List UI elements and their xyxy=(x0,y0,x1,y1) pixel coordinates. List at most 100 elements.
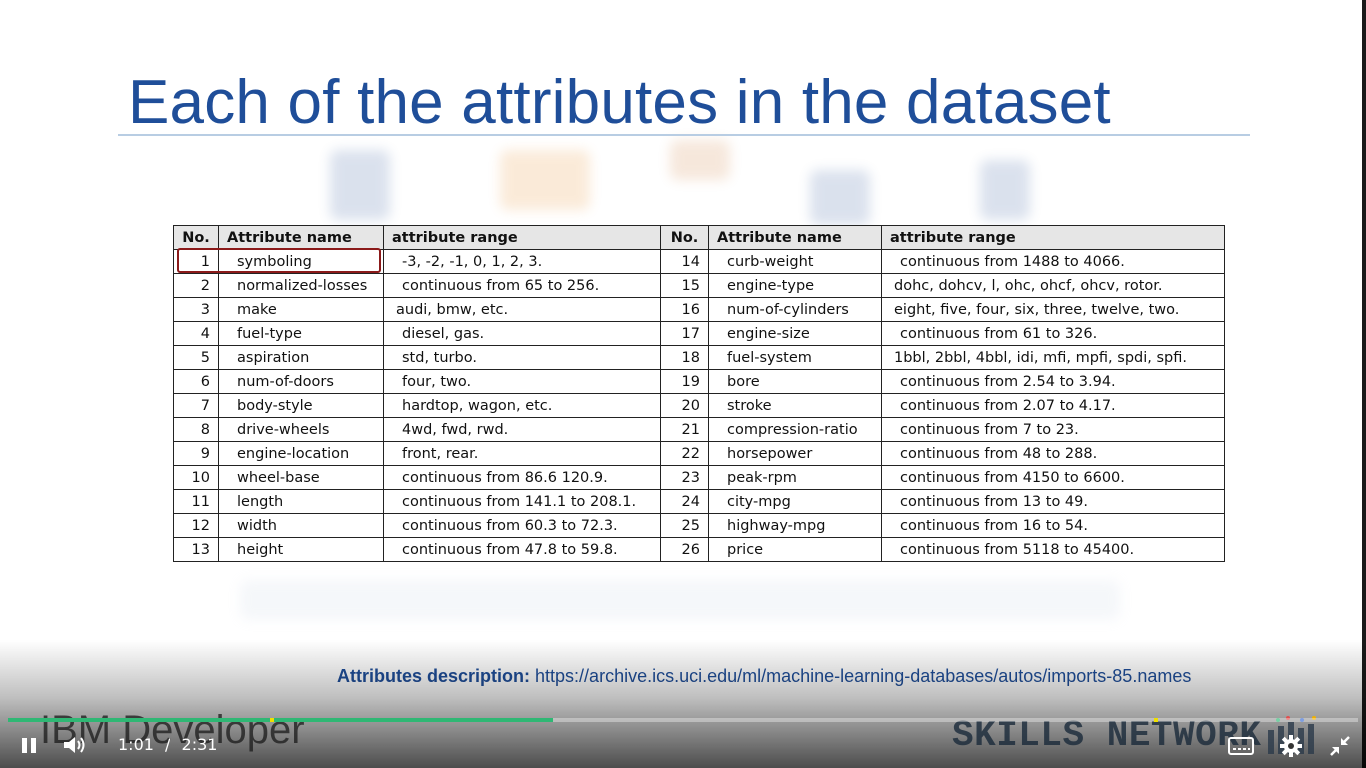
background-ghost xyxy=(670,140,730,180)
attribute-name: height xyxy=(218,537,384,562)
attribute-name: body-style xyxy=(218,393,384,418)
row-number: 2 xyxy=(173,273,219,298)
attribute-range: continuous from 86.6 120.9. xyxy=(383,465,661,490)
row-number: 4 xyxy=(173,321,219,346)
attribute-range: -3, -2, -1, 0, 1, 2, 3. xyxy=(383,249,661,274)
table-row: 2 normalized-losses continuous from 65 to … xyxy=(173,273,1225,298)
attribute-range: continuous from 47.8 to 59.8. xyxy=(383,537,661,562)
attributes-table: No. Attribute name attribute range No. A… xyxy=(173,225,1225,562)
column-header-attribute-range: attribute range xyxy=(383,225,661,250)
table-row: 6 num-of-doors four, two. 19 bore continuous … xyxy=(173,369,1225,394)
attribute-name: bore xyxy=(708,369,882,394)
attribute-name: num-of-cylinders xyxy=(708,297,882,322)
volume-icon xyxy=(64,737,85,753)
row-number: 22 xyxy=(660,441,709,466)
settings-button[interactable] xyxy=(1279,734,1303,758)
table-row: 12 width continuous from 60.3 to 72.3. 25 hi… xyxy=(173,513,1225,538)
attribute-name: aspiration xyxy=(218,345,384,370)
attribute-range: audi, bmw, etc. xyxy=(383,297,661,322)
attribute-name: length xyxy=(218,489,384,514)
column-header-no: No. xyxy=(660,225,709,250)
attribute-name: wheel-base xyxy=(218,465,384,490)
attribute-range: 4wd, fwd, rwd. xyxy=(383,417,661,442)
attribute-range: continuous from 60.3 to 72.3. xyxy=(383,513,661,538)
row-number: 19 xyxy=(660,369,709,394)
attribute-range: front, rear. xyxy=(383,441,661,466)
attribute-name: width xyxy=(218,513,384,538)
attribute-range: 1bbl, 2bbl, 4bbl, idi, mfi, mpfi, spdi, … xyxy=(881,345,1225,370)
pause-icon xyxy=(22,738,36,753)
table-row: 10 wheel-base continuous from 86.6 120.9. 2… xyxy=(173,465,1225,490)
attribute-range: continuous from 4150 to 6600. xyxy=(881,465,1225,490)
attribute-range: hardtop, wagon, etc. xyxy=(383,393,661,418)
row-number: 25 xyxy=(660,513,709,538)
row-number: 11 xyxy=(173,489,219,514)
attribute-range: continuous from 141.1 to 208.1. xyxy=(383,489,661,514)
attribute-name: drive-wheels xyxy=(218,417,384,442)
table-row: 9 engine-location front, rear. 22 horsepower… xyxy=(173,441,1225,466)
skills-network-logo: SKILLS NETWORK xyxy=(952,715,1262,756)
row-number: 13 xyxy=(173,537,219,562)
attribute-range: eight, five, four, six, three, twelve, t… xyxy=(881,297,1225,322)
table-row: 8 drive-wheels 4wd, fwd, rwd. 21 compression… xyxy=(173,417,1225,442)
table-row: 3 make audi, bmw, etc. 16 num-of-cylinders ei… xyxy=(173,297,1225,322)
captions-button[interactable] xyxy=(1228,736,1254,756)
attribute-name: fuel-system xyxy=(708,345,882,370)
attribute-range: diesel, gas. xyxy=(383,321,661,346)
attribute-range: continuous from 61 to 326. xyxy=(881,321,1225,346)
attribute-range: continuous from 48 to 288. xyxy=(881,441,1225,466)
table-row: 11 length continuous from 141.1 to 208.1. 2… xyxy=(173,489,1225,514)
row-number: 12 xyxy=(173,513,219,538)
table-row: 4 fuel-type diesel, gas. 17 engine-size conti… xyxy=(173,321,1225,346)
attribute-name: peak-rpm xyxy=(708,465,882,490)
time-display: 1:01 / 2:31 xyxy=(118,735,217,754)
column-header-attribute-range: attribute range xyxy=(881,225,1225,250)
volume-button[interactable] xyxy=(62,734,90,756)
row-number: 23 xyxy=(660,465,709,490)
row-number: 16 xyxy=(660,297,709,322)
row-number: 14 xyxy=(660,249,709,274)
title-underline xyxy=(118,134,1250,136)
attribute-name: curb-weight xyxy=(708,249,882,274)
pause-button[interactable] xyxy=(20,736,40,756)
attribute-name: compression-ratio xyxy=(708,417,882,442)
attribute-name: engine-size xyxy=(708,321,882,346)
attribute-range: continuous from 16 to 54. xyxy=(881,513,1225,538)
column-header-attribute-name: Attribute name xyxy=(708,225,882,250)
attribute-name: stroke xyxy=(708,393,882,418)
chapter-marker xyxy=(270,718,274,722)
row-number: 21 xyxy=(660,417,709,442)
progress-bar[interactable] xyxy=(8,718,1358,722)
background-ghost xyxy=(810,170,870,225)
attribute-name: city-mpg xyxy=(708,489,882,514)
attribute-range: continuous from 5118 to 45400. xyxy=(881,537,1225,562)
table-row: 7 body-style hardtop, wagon, etc. 20 stroke c… xyxy=(173,393,1225,418)
table-row: 13 height continuous from 47.8 to 59.8. 26 p… xyxy=(173,537,1225,562)
description-label: Attributes description: xyxy=(337,666,531,686)
table-header-row: No. Attribute name attribute range No. A… xyxy=(173,225,1225,250)
row-number: 5 xyxy=(173,345,219,370)
row-number: 3 xyxy=(173,297,219,322)
attribute-range: continuous from 13 to 49. xyxy=(881,489,1225,514)
attribute-range: continuous from 2.07 to 4.17. xyxy=(881,393,1225,418)
attribute-range: continuous from 7 to 23. xyxy=(881,417,1225,442)
row-number: 26 xyxy=(660,537,709,562)
attribute-range: std, turbo. xyxy=(383,345,661,370)
current-time: 1:01 xyxy=(118,735,154,754)
chapter-marker xyxy=(1154,718,1158,722)
progress-played xyxy=(8,718,553,722)
attribute-name: price xyxy=(708,537,882,562)
table-row: 5 aspiration std, turbo. 18 fuel-system 1bbl,… xyxy=(173,345,1225,370)
frame-edge xyxy=(1362,0,1366,768)
background-ghost xyxy=(330,150,390,220)
row-number: 1 xyxy=(173,249,219,274)
gear-icon xyxy=(1280,735,1302,757)
row-number: 6 xyxy=(173,369,219,394)
row-number: 9 xyxy=(173,441,219,466)
attribute-range: continuous from 2.54 to 3.94. xyxy=(881,369,1225,394)
background-ghost xyxy=(980,160,1030,220)
exit-fullscreen-button[interactable] xyxy=(1328,734,1352,758)
description-url: https://archive.ics.uci.edu/ml/machine-l… xyxy=(535,666,1192,686)
column-header-no: No. xyxy=(173,225,219,250)
